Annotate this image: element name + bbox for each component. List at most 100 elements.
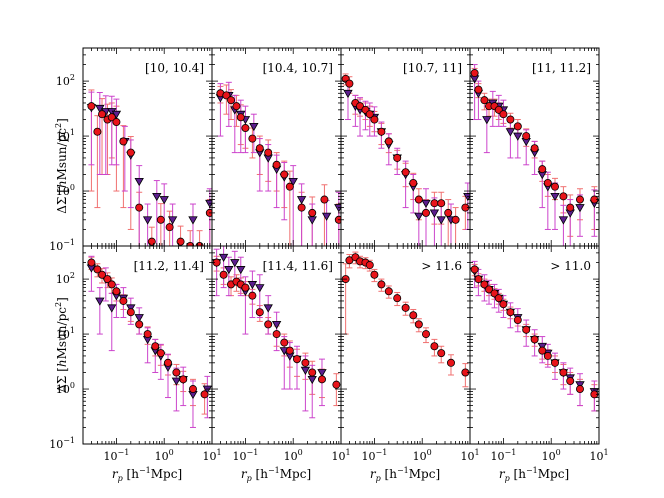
data-point-circle xyxy=(480,96,489,105)
y-tick-label: 101 xyxy=(56,128,75,143)
panel-8: > 11.0 10−1 100 101 xyxy=(469,245,609,463)
data-point-circle xyxy=(550,182,559,191)
markers-circles xyxy=(87,258,209,399)
panel-frame xyxy=(340,245,471,445)
data-point-triangle xyxy=(343,89,353,99)
data-point-circle xyxy=(370,270,379,279)
data-point-circle xyxy=(499,110,508,119)
data-point-circle xyxy=(393,294,402,303)
data-point-circle xyxy=(513,316,522,325)
data-point-triangle xyxy=(95,297,105,306)
data-point-circle xyxy=(135,203,144,212)
data-point-circle xyxy=(377,127,386,136)
data-point-circle xyxy=(480,280,489,289)
data-point-circle xyxy=(107,113,116,122)
y-tick-label: 100 xyxy=(56,183,75,198)
data-point-circle xyxy=(297,203,306,212)
panel-plot-area xyxy=(212,246,341,419)
data-point-circle xyxy=(255,144,264,153)
panel-ticks xyxy=(82,47,213,247)
x-tick-label: 10−1 xyxy=(233,448,259,463)
data-point-triangle xyxy=(107,304,117,313)
data-point-triangle xyxy=(188,216,198,225)
x-tick-label: 100 xyxy=(413,448,432,463)
data-point-triangle xyxy=(255,284,265,293)
data-point-circle xyxy=(285,182,294,191)
data-point-circle xyxy=(232,102,241,111)
data-point-triangle xyxy=(263,304,273,313)
data-point-circle xyxy=(550,358,559,367)
data-point-circle xyxy=(543,178,552,187)
x-axis-label-col4: rp [h−1Mpc] xyxy=(499,466,569,483)
data-point-circle xyxy=(409,178,418,187)
data-point-circle xyxy=(414,195,423,204)
data-point-circle xyxy=(308,368,317,377)
data-point-triangle xyxy=(307,375,317,385)
data-point-circle xyxy=(103,275,112,284)
panel-ticks xyxy=(211,47,342,247)
data-point-circle xyxy=(255,308,264,317)
data-point-triangle xyxy=(159,196,169,205)
data-point-circle xyxy=(444,208,453,217)
y-tick-label: 100 xyxy=(56,381,75,396)
x-tick-label: 101 xyxy=(202,448,221,463)
data-point-circle xyxy=(248,291,257,300)
data-point-circle xyxy=(227,96,236,105)
data-point-triangle xyxy=(505,128,516,137)
data-point-triangle xyxy=(205,199,212,209)
data-point-circle xyxy=(430,199,439,208)
data-point-circle xyxy=(401,168,410,177)
data-point-circle xyxy=(165,223,174,232)
data-point-circle xyxy=(566,203,575,212)
panel-frame xyxy=(211,47,342,247)
data-point-triangle xyxy=(482,116,492,125)
panel-label: [10, 10.4] xyxy=(145,61,204,75)
data-point-triangle xyxy=(550,192,560,202)
data-point-circle xyxy=(470,265,479,274)
panel-plot-area xyxy=(341,73,470,246)
x-axis-label-col3: rp [h−1Mpc] xyxy=(370,466,440,483)
data-point-triangle xyxy=(218,253,229,263)
x-tick-label: 100 xyxy=(284,448,303,463)
y-axis-label-top: ΔΣ [hMsun/pc2] xyxy=(54,118,69,214)
data-point-circle xyxy=(172,368,181,377)
data-point-circle xyxy=(530,144,539,153)
data-point-circle xyxy=(538,346,547,355)
data-point-circle xyxy=(272,160,281,169)
data-point-triangle xyxy=(271,320,282,330)
data-point-circle xyxy=(87,258,96,267)
data-point-circle xyxy=(559,192,568,201)
data-point-circle xyxy=(446,358,455,367)
data-point-circle xyxy=(179,375,188,384)
data-point-triangle xyxy=(429,209,440,218)
data-point-circle xyxy=(522,132,531,141)
data-point-triangle xyxy=(249,122,259,132)
data-point-circle xyxy=(317,375,326,384)
data-point-circle xyxy=(345,79,354,88)
markers-circles xyxy=(470,69,599,212)
panel-5: [11.2, 11.4] 10−1 100 101 10−1 100 101 102 xyxy=(49,245,222,463)
panel-label: [11.2, 11.4] xyxy=(134,259,204,273)
data-point-triangle xyxy=(436,216,446,225)
data-point-circle xyxy=(506,115,515,124)
data-point-circle xyxy=(156,349,165,358)
panel-ticks xyxy=(340,245,471,445)
panel-ticks xyxy=(211,245,342,445)
data-point-circle xyxy=(437,199,446,208)
data-point-circle xyxy=(332,380,341,389)
data-point-circle xyxy=(93,265,102,274)
data-point-circle xyxy=(365,110,374,119)
data-point-triangle xyxy=(321,212,332,221)
axis-titles: ΔΣ [hMsun/pc2] ΔΣ [hMsun/pc2] rp [h−1Mpc… xyxy=(54,118,569,483)
data-point-triangle xyxy=(134,314,144,323)
data-point-triangle xyxy=(317,369,327,378)
panel-3: [10.7, 11] xyxy=(340,47,471,247)
data-point-circle xyxy=(236,113,245,122)
panel-label: [11.4, 11.6] xyxy=(263,259,333,273)
data-point-circle xyxy=(365,261,374,270)
y-tick-label: 101 xyxy=(56,326,75,341)
panel-frame xyxy=(469,245,600,445)
y-tick-label: 102 xyxy=(56,73,75,88)
data-point-circle xyxy=(248,134,257,143)
